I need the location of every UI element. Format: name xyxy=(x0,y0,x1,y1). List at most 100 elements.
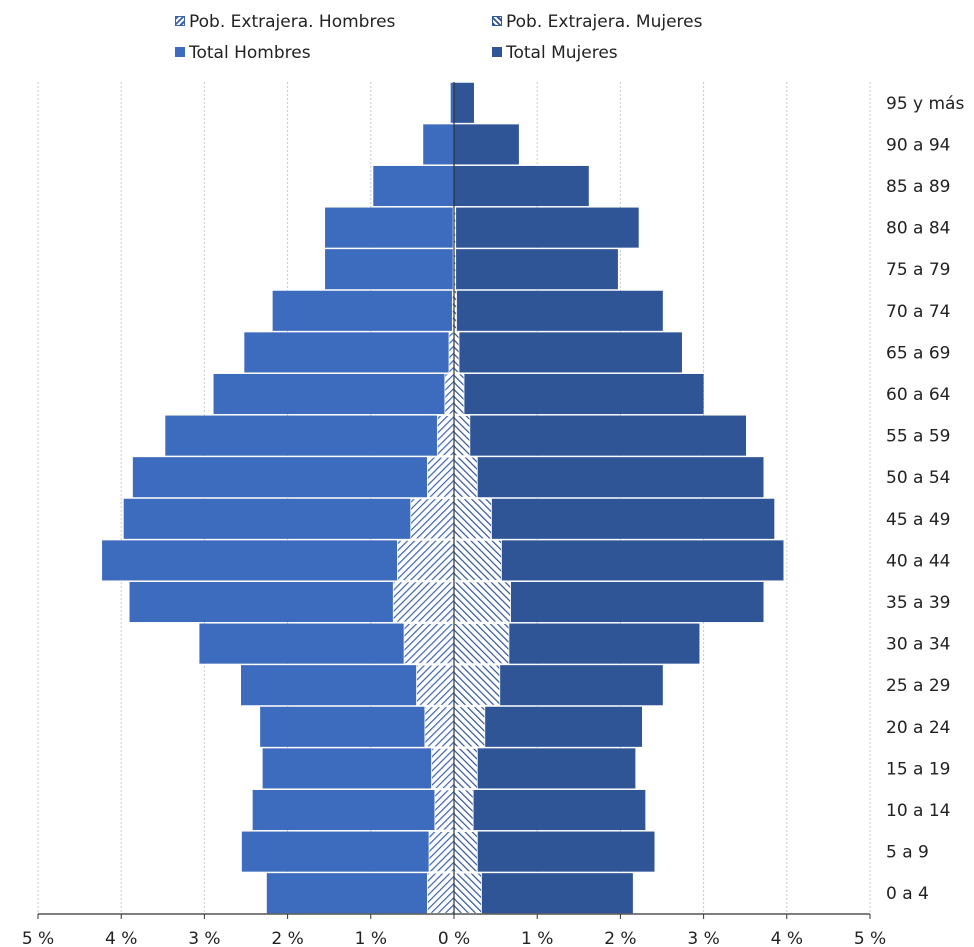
bar-total-hombres xyxy=(260,706,454,747)
bar-total-mujeres xyxy=(454,457,764,498)
bar-total-mujeres xyxy=(454,789,646,831)
bar-ext-hombres xyxy=(424,706,455,748)
category-label: 85 a 89 xyxy=(886,177,951,197)
category-label: 70 a 74 xyxy=(886,302,951,322)
bar-total-mujeres xyxy=(454,165,589,207)
bar-total-mujeres xyxy=(454,249,618,290)
bar-ext-mujeres xyxy=(453,706,486,748)
bar-total-mujeres xyxy=(454,124,519,165)
bar-ext-hombres xyxy=(434,789,455,831)
bar-total-mujeres xyxy=(454,415,747,456)
legend-swatch-solid-icon xyxy=(175,47,185,57)
bar-ext-mujeres xyxy=(453,747,478,789)
x-tick-label: 2 % xyxy=(271,929,303,947)
x-tick-label: 1 % xyxy=(521,929,553,947)
category-label: 95 y más xyxy=(886,94,964,114)
bar-ext-mujeres xyxy=(453,539,502,581)
bar-total-hombres xyxy=(272,290,454,331)
bar-ext-mujeres xyxy=(453,331,460,373)
bar-total-hombres xyxy=(213,373,454,415)
bar-total-hombres xyxy=(325,207,454,248)
category-label: 40 a 44 xyxy=(886,551,951,571)
x-tick-label: 4 % xyxy=(771,929,803,947)
bar-total-hombres xyxy=(132,457,454,498)
bar-total-mujeres xyxy=(454,373,704,415)
category-label: 60 a 64 xyxy=(886,385,951,405)
x-tick-label: 1 % xyxy=(355,929,387,947)
category-label: 90 a 94 xyxy=(886,135,951,155)
category-label: 45 a 49 xyxy=(886,510,951,530)
bar-total-hombres xyxy=(373,165,454,207)
legend-label: Pob. Extrajera. Mujeres xyxy=(506,12,703,32)
bar-ext-hombres xyxy=(403,623,455,665)
x-tick-label: 2 % xyxy=(604,929,636,947)
legend-label: Pob. Extrajera. Hombres xyxy=(189,12,396,32)
bar-total-mujeres xyxy=(454,290,663,331)
bar-total-mujeres xyxy=(454,831,655,872)
category-label: 20 a 24 xyxy=(886,718,951,738)
category-label: 80 a 84 xyxy=(886,219,951,239)
bar-total-hombres xyxy=(165,415,454,456)
bar-total-mujeres xyxy=(454,873,633,914)
bar-ext-hombres xyxy=(436,415,455,457)
bar-total-mujeres xyxy=(454,82,474,123)
bar-total-mujeres xyxy=(454,706,643,747)
category-label: 75 a 79 xyxy=(886,260,951,280)
category-label: 0 a 4 xyxy=(886,884,929,904)
x-tick-label: 3 % xyxy=(687,929,719,947)
x-tick-label: 0 % xyxy=(438,929,470,947)
bar-total-mujeres xyxy=(454,207,639,248)
bar-ext-mujeres xyxy=(453,498,492,540)
bar-ext-mujeres xyxy=(453,872,482,914)
category-label: 35 a 39 xyxy=(886,593,951,613)
bar-total-mujeres xyxy=(454,498,775,539)
bar-ext-hombres xyxy=(392,581,455,623)
bar-ext-mujeres xyxy=(453,415,471,457)
category-label: 25 a 29 xyxy=(886,676,951,696)
category-label: 55 a 59 xyxy=(886,427,951,447)
bar-ext-mujeres xyxy=(453,456,478,498)
bar-total-mujeres xyxy=(454,332,682,373)
bar-ext-mujeres xyxy=(453,664,501,706)
bar-total-mujeres xyxy=(454,540,784,581)
category-label: 65 a 69 xyxy=(886,343,951,363)
bar-ext-hombres xyxy=(444,373,455,415)
legend-label: Total Hombres xyxy=(189,43,311,63)
x-tick-label: 5 % xyxy=(22,929,54,947)
bar-total-hombres xyxy=(123,498,455,539)
category-label: 15 a 19 xyxy=(886,759,951,779)
legend-item-ext-hombres: Pob. Extrajera. Hombres xyxy=(175,12,395,32)
bar-ext-mujeres xyxy=(453,581,511,623)
bar-ext-hombres xyxy=(428,831,455,873)
legend-label: Total Mujeres xyxy=(506,43,618,63)
legend-item-ext-mujeres: Pob. Extrajera. Mujeres xyxy=(492,12,702,32)
legend-swatch-solid-icon xyxy=(492,47,502,57)
bar-ext-mujeres xyxy=(453,831,478,873)
category-label: 10 a 14 xyxy=(886,801,951,821)
bar-total-hombres xyxy=(252,789,454,831)
x-tick-label: 3 % xyxy=(188,929,220,947)
category-label: 50 a 54 xyxy=(886,468,951,488)
bar-total-hombres xyxy=(241,831,454,872)
bar-ext-hombres xyxy=(410,498,455,540)
bar-total-hombres xyxy=(325,249,454,290)
bar-total-hombres xyxy=(244,332,454,373)
bar-total-hombres xyxy=(266,873,454,914)
bar-total-hombres xyxy=(423,124,454,165)
x-tick-label: 5 % xyxy=(854,929,886,947)
legend-swatch-hatch-left-icon xyxy=(175,16,185,26)
bar-total-mujeres xyxy=(454,748,636,789)
legend-item-total-hombres: Total Hombres xyxy=(175,43,311,63)
bar-total-hombres xyxy=(102,540,455,581)
bar-ext-hombres xyxy=(426,872,455,914)
bar-ext-mujeres xyxy=(453,373,465,415)
category-label: 5 a 9 xyxy=(886,843,929,863)
bar-total-hombres xyxy=(262,748,454,789)
bar-ext-hombres xyxy=(416,664,455,706)
bar-ext-mujeres xyxy=(453,789,474,831)
bar-ext-mujeres xyxy=(453,623,510,665)
x-tick-label: 4 % xyxy=(105,929,137,947)
bar-ext-hombres xyxy=(397,539,455,581)
category-label: 30 a 34 xyxy=(886,635,951,655)
